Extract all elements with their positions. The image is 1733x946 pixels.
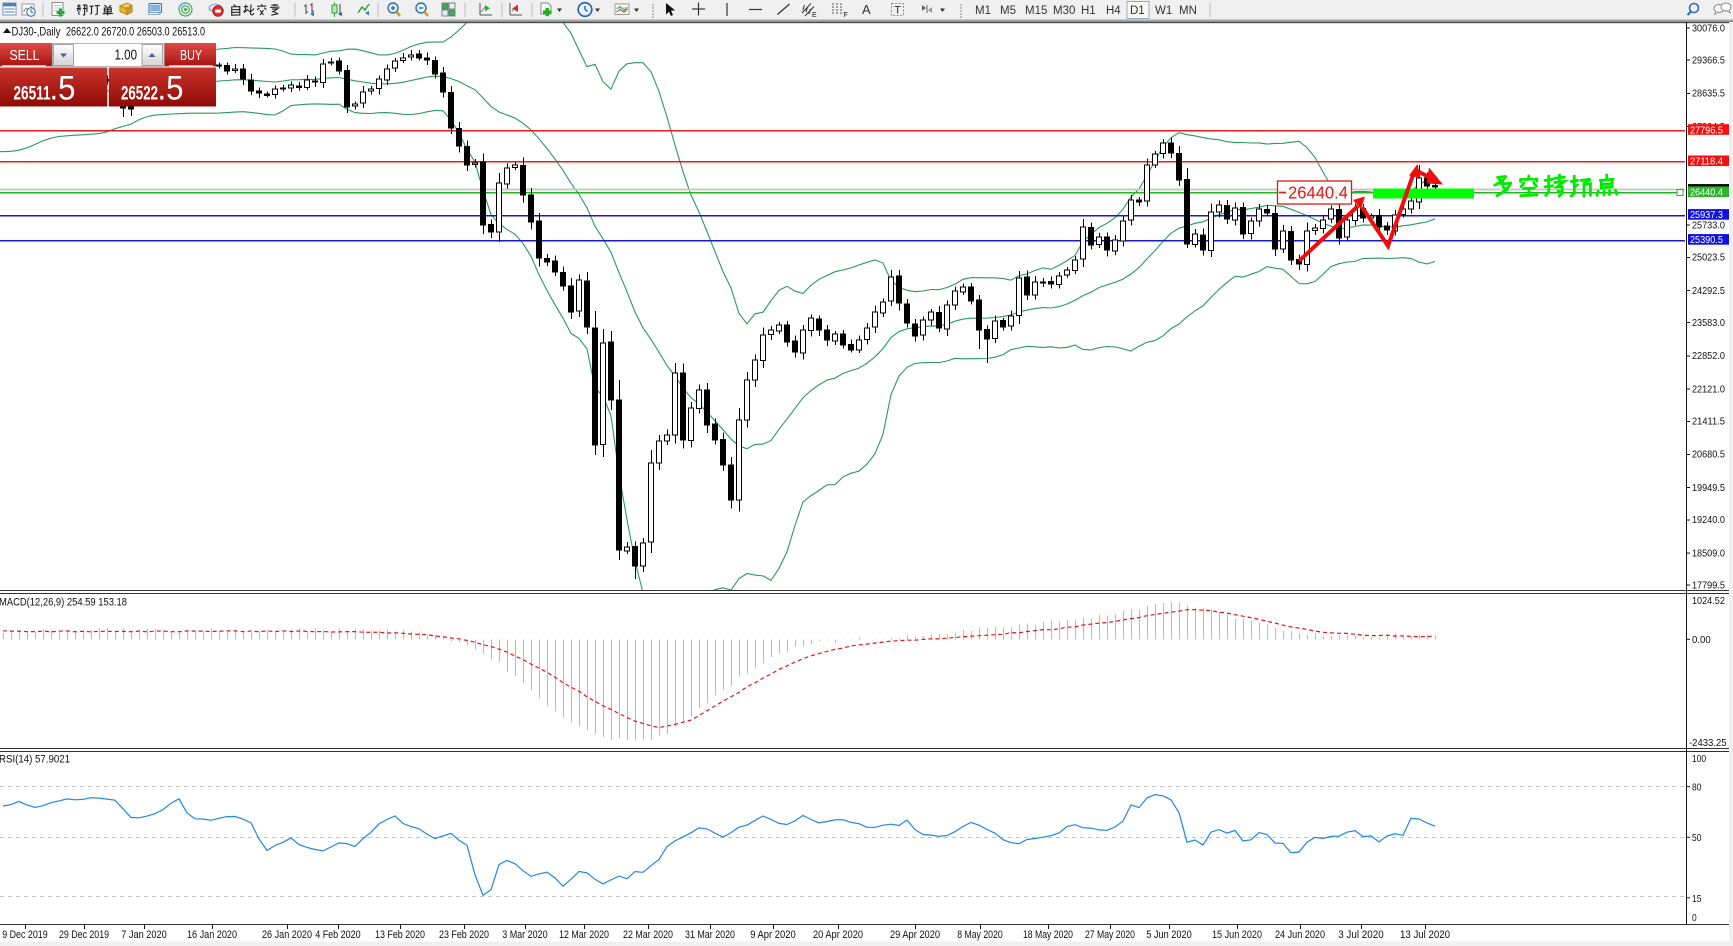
svg-text:17799.5: 17799.5 — [1692, 580, 1725, 592]
svg-text:100: 100 — [1692, 753, 1706, 765]
svg-text:1024.52: 1024.52 — [1692, 595, 1725, 607]
svg-text:M30: M30 — [1053, 5, 1075, 17]
svg-text:31 Mar 2020: 31 Mar 2020 — [685, 929, 735, 941]
svg-text:26622.0 26720.0 26503.0 26513.: 26622.0 26720.0 26503.0 26513.0 — [66, 25, 205, 39]
svg-text:26440.4: 26440.4 — [1288, 183, 1348, 203]
svg-text:29 Apr 2020: 29 Apr 2020 — [890, 929, 940, 941]
svg-text:T: T — [894, 5, 901, 17]
svg-text:3 Mar 2020: 3 Mar 2020 — [502, 929, 548, 941]
svg-text:80: 80 — [1692, 782, 1702, 794]
svg-text:1.00: 1.00 — [115, 48, 138, 64]
svg-text:22121.0: 22121.0 — [1692, 383, 1725, 395]
svg-text:23 Feb 2020: 23 Feb 2020 — [439, 929, 489, 941]
svg-text:7 Jan 2020: 7 Jan 2020 — [121, 929, 167, 941]
svg-text:0: 0 — [1692, 912, 1697, 924]
svg-text:-2433.25: -2433.25 — [1689, 737, 1727, 749]
svg-text:A: A — [862, 2, 871, 17]
svg-text:21411.5: 21411.5 — [1692, 416, 1725, 428]
svg-text:M5: M5 — [1000, 5, 1016, 17]
svg-text:16 Jan 2020: 16 Jan 2020 — [187, 929, 237, 941]
svg-text:SELL: SELL — [10, 47, 40, 64]
svg-text:E: E — [812, 12, 817, 19]
svg-text:3 Jul 2020: 3 Jul 2020 — [1338, 929, 1384, 941]
svg-text:24292.5: 24292.5 — [1692, 285, 1725, 297]
svg-text:9 Dec 2019: 9 Dec 2019 — [2, 929, 48, 941]
svg-text:23583.0: 23583.0 — [1692, 317, 1725, 329]
svg-text:26522: 26522 — [121, 84, 158, 105]
svg-text:M1: M1 — [975, 5, 991, 17]
svg-text:H4: H4 — [1106, 5, 1121, 17]
svg-text:W1: W1 — [1155, 5, 1172, 17]
svg-text:27118.4: 27118.4 — [1690, 157, 1723, 168]
svg-text:15: 15 — [1692, 893, 1702, 905]
svg-text:M15: M15 — [1025, 5, 1047, 17]
svg-text:18 May 2020: 18 May 2020 — [1023, 929, 1073, 941]
svg-text:MN: MN — [1179, 5, 1197, 17]
svg-text:13 Feb 2020: 13 Feb 2020 — [375, 929, 425, 941]
svg-text:22 Mar 2020: 22 Mar 2020 — [623, 929, 673, 941]
svg-text:29366.5: 29366.5 — [1692, 55, 1725, 67]
svg-text:.5: .5 — [158, 70, 184, 108]
svg-text:26 Jan 2020: 26 Jan 2020 — [262, 929, 312, 941]
svg-text:12 Mar 2020: 12 Mar 2020 — [559, 929, 609, 941]
svg-text:24 Jun 2020: 24 Jun 2020 — [1275, 929, 1325, 941]
svg-text:26511: 26511 — [14, 84, 51, 105]
svg-text:F: F — [844, 12, 848, 19]
svg-text:9 Apr 2020: 9 Apr 2020 — [750, 929, 796, 941]
svg-text:19949.5: 19949.5 — [1692, 482, 1725, 494]
svg-text:4 Feb 2020: 4 Feb 2020 — [315, 929, 361, 941]
svg-text:20680.5: 20680.5 — [1692, 449, 1725, 461]
svg-text:19240.0: 19240.0 — [1692, 514, 1725, 526]
svg-text:DJ30-,Daily: DJ30-,Daily — [12, 25, 61, 39]
svg-text:25390.5: 25390.5 — [1690, 235, 1723, 246]
svg-text:BUY: BUY — [180, 47, 202, 64]
svg-text:20 Apr 2020: 20 Apr 2020 — [813, 929, 863, 941]
svg-text:29 Dec 2019: 29 Dec 2019 — [59, 929, 109, 941]
svg-text:25733.0: 25733.0 — [1692, 219, 1725, 231]
svg-text:13 Jul 2020: 13 Jul 2020 — [1400, 929, 1450, 941]
svg-text:0.00: 0.00 — [1692, 634, 1711, 646]
svg-text:RSI(14) 57.9021: RSI(14) 57.9021 — [0, 754, 70, 766]
svg-text:28635.5: 28635.5 — [1692, 88, 1725, 100]
svg-text:D1: D1 — [1130, 5, 1145, 17]
svg-text:22852.0: 22852.0 — [1692, 350, 1725, 362]
svg-text:25023.5: 25023.5 — [1692, 252, 1725, 264]
svg-text:50: 50 — [1692, 832, 1702, 844]
svg-text:26440.4: 26440.4 — [1690, 188, 1723, 199]
svg-text:27 May 2020: 27 May 2020 — [1085, 929, 1135, 941]
svg-text:.5: .5 — [50, 70, 76, 108]
svg-text:8 May 2020: 8 May 2020 — [957, 929, 1003, 941]
svg-text:H1: H1 — [1081, 5, 1096, 17]
svg-text:27796.5: 27796.5 — [1690, 125, 1723, 136]
svg-text:30076.0: 30076.0 — [1692, 22, 1725, 34]
svg-text:MACD(12,26,9) 254.59 153.18: MACD(12,26,9) 254.59 153.18 — [0, 597, 127, 609]
svg-text:18509.0: 18509.0 — [1692, 547, 1725, 559]
svg-text:25937.3: 25937.3 — [1690, 210, 1723, 221]
svg-text:15 Jun 2020: 15 Jun 2020 — [1212, 929, 1262, 941]
svg-text:5 Jun 2020: 5 Jun 2020 — [1146, 929, 1192, 941]
